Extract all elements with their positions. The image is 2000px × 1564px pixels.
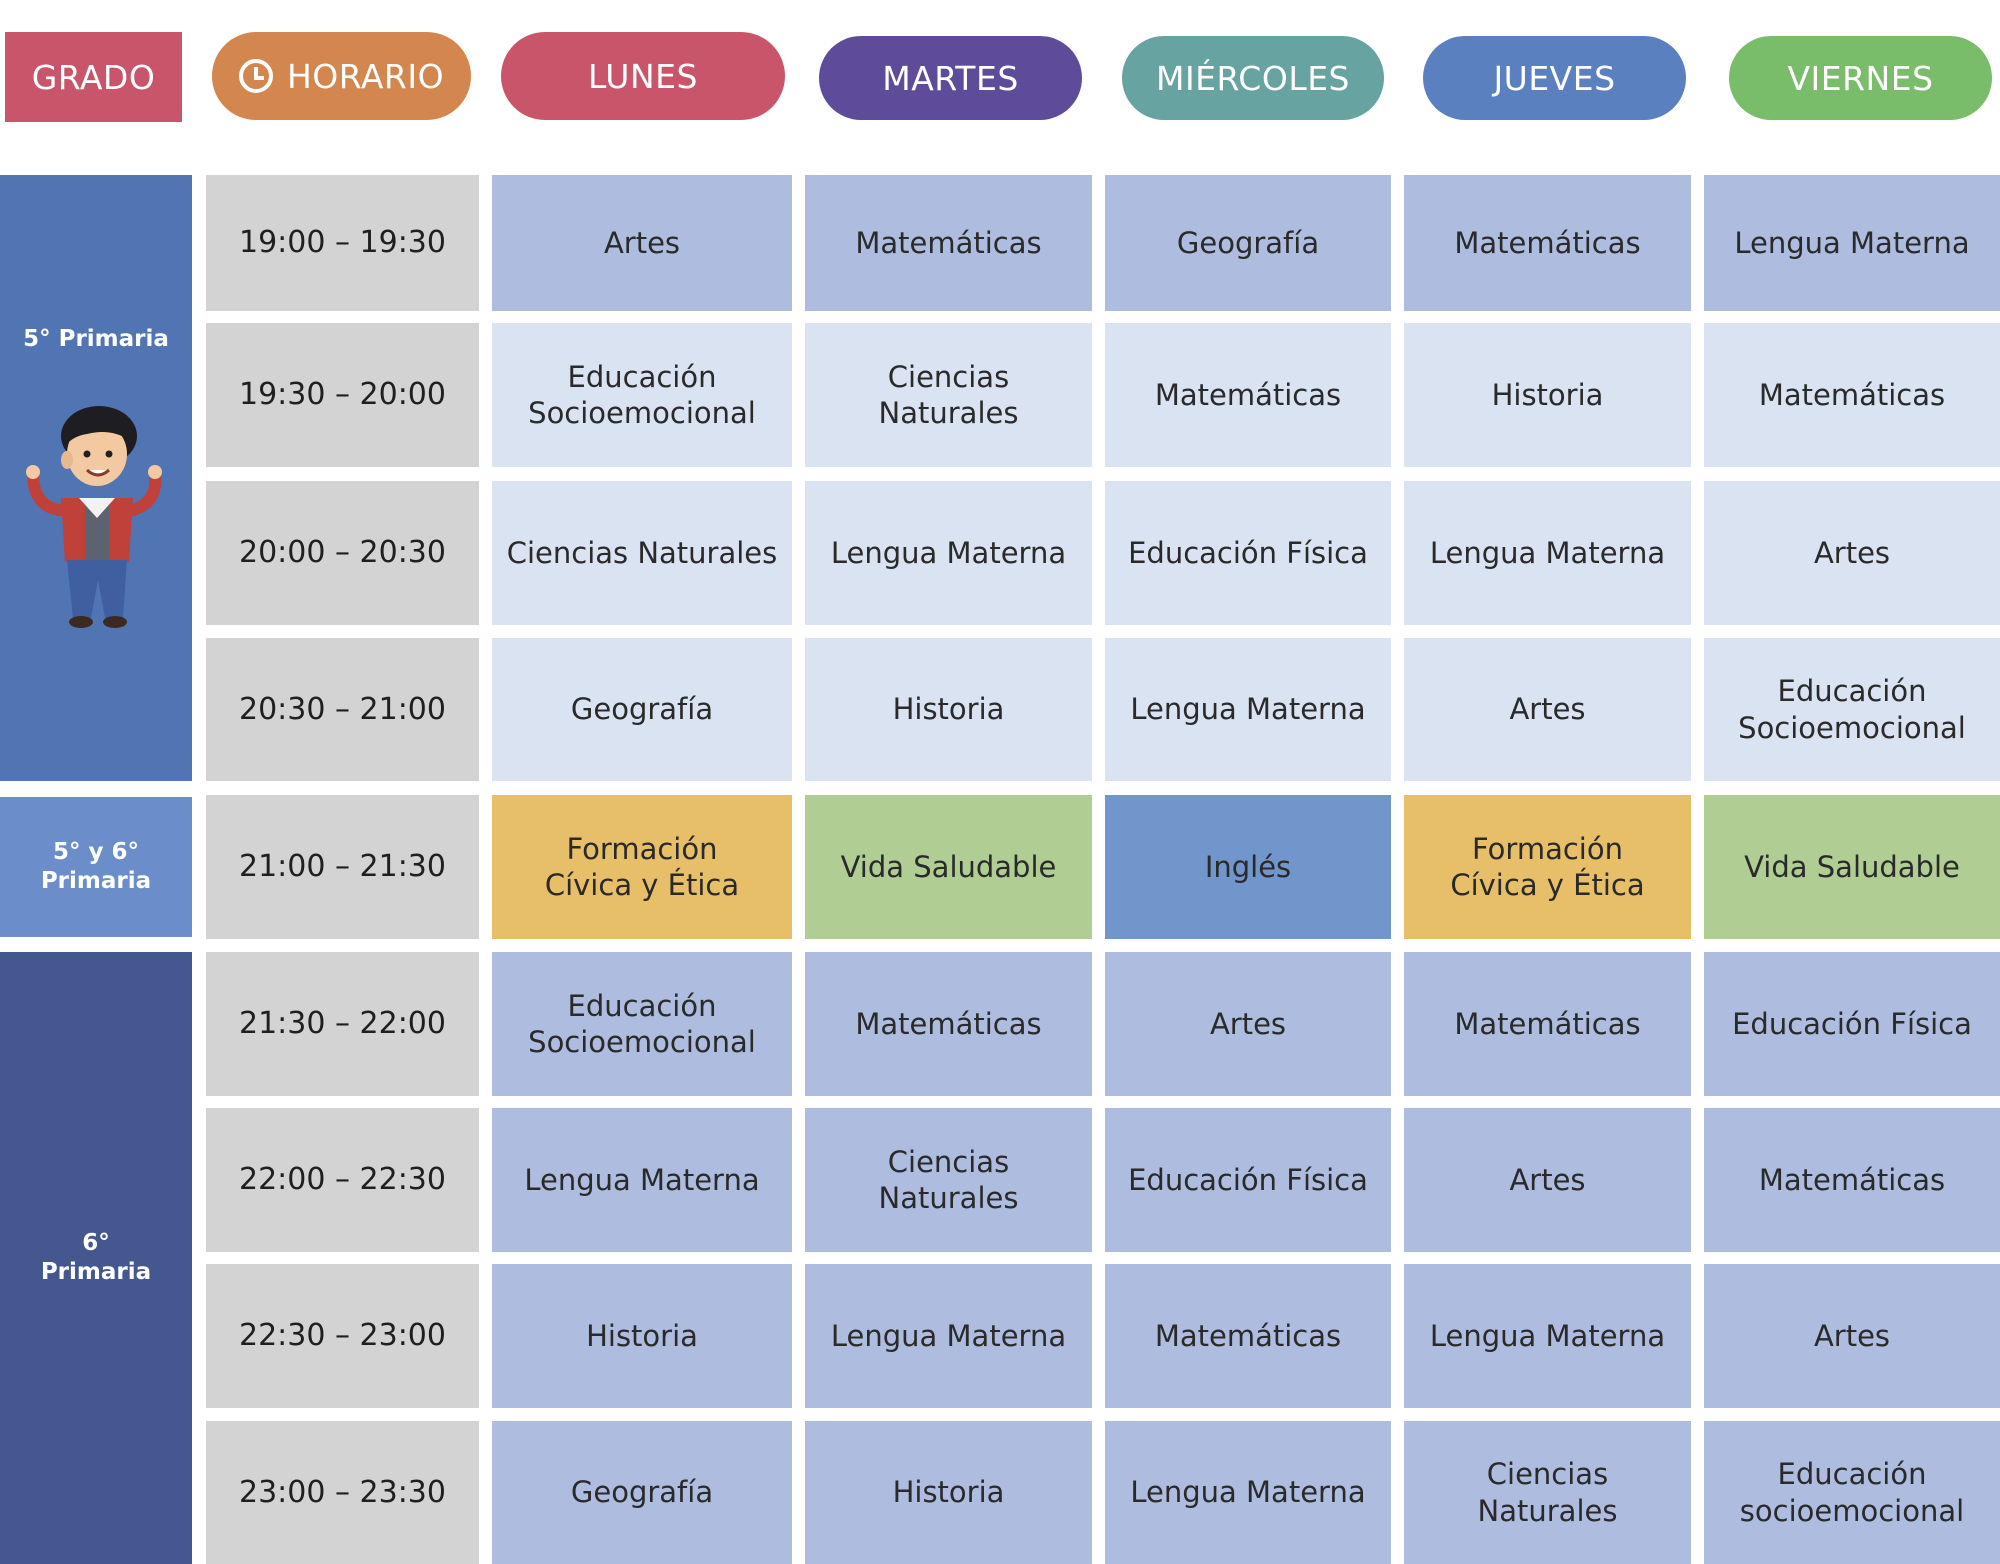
day-label: LUNES [588, 56, 698, 96]
schedule-cell: Matemáticas [805, 952, 1092, 1096]
schedule-cell: Educación Física [1105, 481, 1391, 625]
schedule-cell: Matemáticas [1404, 175, 1691, 311]
schedule-cell: Geografía [492, 638, 792, 781]
time-cell: 19:00 – 19:30 [206, 175, 479, 311]
schedule-cell: Matemáticas [1404, 952, 1691, 1096]
time-cell: 20:00 – 20:30 [206, 481, 479, 625]
grade-5-y-6-primaria: 5° y 6° Primaria [0, 797, 192, 937]
schedule-cell: Lengua Materna [1704, 175, 2000, 311]
grade-6-primaria: 6° Primaria [0, 952, 192, 1564]
schedule-cell: Educación Física [1105, 1108, 1391, 1252]
schedule-cell: Ciencias Naturales [805, 1108, 1092, 1252]
day-label: MIÉRCOLES [1155, 58, 1351, 98]
day-header-viernes: VIERNES [1729, 36, 1992, 120]
schedule-cell: Matemáticas [1704, 1108, 2000, 1252]
schedule-cell: Artes [1404, 638, 1691, 781]
schedule-cell: Lengua Materna [1404, 481, 1691, 625]
time-cell: 22:30 – 23:00 [206, 1264, 479, 1408]
time-cell: 21:30 – 22:00 [206, 952, 479, 1096]
time-cell: 23:00 – 23:30 [206, 1421, 479, 1564]
child-mascot-icon [26, 405, 162, 628]
schedule-cell: Educación socioemocional [1704, 1421, 2000, 1564]
schedule-cell: Lengua Materna [492, 1108, 792, 1252]
schedule-cell: Historia [492, 1264, 792, 1408]
grade-label: 6° Primaria [40, 1230, 152, 1285]
schedule-cell: Matemáticas [1704, 323, 2000, 467]
horario-header: HORARIO [212, 32, 471, 120]
time-cell: 22:00 – 22:30 [206, 1108, 479, 1252]
schedule-cell: Historia [805, 1421, 1092, 1564]
schedule-cell: Lengua Materna [805, 1264, 1092, 1408]
schedule-cell: Educación Socioemocional [492, 323, 792, 467]
time-cell: 20:30 – 21:00 [206, 638, 479, 781]
horario-label: HORARIO [286, 56, 445, 96]
schedule-cell: Artes [1404, 1108, 1691, 1252]
schedule-cell: Matemáticas [805, 175, 1092, 311]
clock-icon [238, 59, 273, 93]
schedule-cell: Ciencias Naturales [805, 323, 1092, 467]
time-cell: 21:00 – 21:30 [206, 795, 479, 939]
grado-header: GRADO [5, 32, 182, 122]
schedule-cell: Lengua Materna [1404, 1264, 1691, 1408]
schedule-cell: Matemáticas [1105, 323, 1391, 467]
schedule-cell: Lengua Materna [1105, 638, 1391, 781]
schedule-cell: Vida Saludable [805, 795, 1092, 939]
schedule-cell: Vida Saludable [1704, 795, 2000, 939]
day-header-martes: MARTES [819, 36, 1082, 120]
schedule-cell: Ciencias Naturales [492, 481, 792, 625]
day-header-lunes: LUNES [501, 32, 785, 120]
schedule-cell: Formación Cívica y Ética [1404, 795, 1691, 939]
grado-label: GRADO [31, 57, 156, 97]
schedule-cell: Educación Socioemocional [1704, 638, 2000, 781]
grade-5-primaria: 5° Primaria [0, 175, 192, 781]
schedule-cell: Artes [1704, 481, 2000, 625]
schedule-cell: Educación Socioemocional [492, 952, 792, 1096]
schedule-cell: Educación Física [1704, 952, 2000, 1096]
schedule-cell: Lengua Materna [1105, 1421, 1391, 1564]
grade-label: 5° y 6° Primaria [40, 839, 152, 894]
schedule-cell: Inglés [1105, 795, 1391, 939]
schedule-cell: Ciencias Naturales [1404, 1421, 1691, 1564]
schedule-cell: Lengua Materna [805, 481, 1092, 625]
schedule-cell: Artes [492, 175, 792, 311]
day-header-miercoles: MIÉRCOLES [1122, 36, 1384, 120]
schedule-cell: Historia [805, 638, 1092, 781]
schedule-cell: Geografía [492, 1421, 792, 1564]
schedule-cell: Geografía [1105, 175, 1391, 311]
grade-label: 5° Primaria [23, 326, 169, 352]
schedule-cell: Artes [1105, 952, 1391, 1096]
day-label: JUEVES [1493, 58, 1616, 98]
schedule-cell: Formación Cívica y Ética [492, 795, 792, 939]
day-header-jueves: JUEVES [1423, 36, 1686, 120]
day-label: MARTES [882, 58, 1019, 98]
schedule-cell: Matemáticas [1105, 1264, 1391, 1408]
day-label: VIERNES [1787, 58, 1934, 98]
schedule-cell: Artes [1704, 1264, 2000, 1408]
schedule-cell: Historia [1404, 323, 1691, 467]
time-cell: 19:30 – 20:00 [206, 323, 479, 467]
